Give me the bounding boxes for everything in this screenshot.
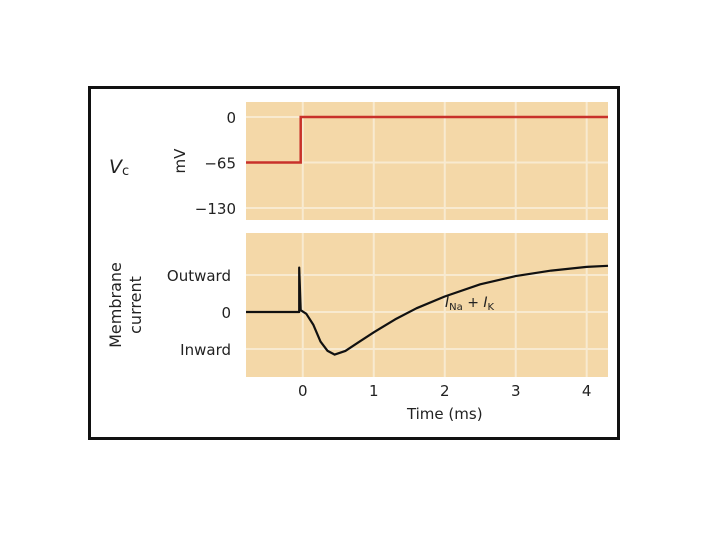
annotation-sub2: K — [488, 302, 495, 313]
voltage-tick-label: −130 — [195, 200, 236, 218]
current-trace-annotation: INa + IK — [445, 295, 495, 313]
voltage-label-sub: c — [122, 164, 129, 179]
current-tick-label: Inward — [180, 341, 231, 359]
x-tick-label: 0 — [298, 382, 308, 400]
voltage-trace — [246, 115, 608, 164]
current-axis-label: Membranecurrent — [106, 262, 145, 348]
x-tick-label: 4 — [582, 382, 592, 400]
current-trace — [246, 264, 609, 356]
annotation-main2: I — [483, 295, 487, 311]
x-axis-label: Time (ms) — [406, 405, 483, 423]
annotation-main1: I — [445, 295, 449, 311]
current-tick-label: 0 — [221, 304, 231, 322]
annotation-plus: + — [463, 295, 484, 311]
current-tick-label: Outward — [167, 267, 231, 285]
x-tick-label: 1 — [369, 382, 379, 400]
current-axis-label-line1: Membrane — [106, 262, 125, 348]
figure-frame: 0 −65 −130 mV Vc 0 1 2 3 4 Outward 0 Inward INa + IK T… — [88, 86, 620, 440]
voltage-panel-label: Vc — [109, 156, 129, 179]
voltage-tick-label: −65 — [204, 155, 236, 173]
voltage-tick-label: 0 — [226, 109, 236, 127]
x-tick-label: 2 — [440, 382, 450, 400]
voltage-axis-unit: mV — [171, 148, 189, 174]
voltage-panel-bg — [246, 102, 608, 220]
annotation-sub1: Na — [449, 302, 463, 313]
current-axis-label-line2: current — [126, 276, 145, 334]
voltage-label-main: V — [109, 156, 124, 178]
x-tick-label: 3 — [511, 382, 521, 400]
